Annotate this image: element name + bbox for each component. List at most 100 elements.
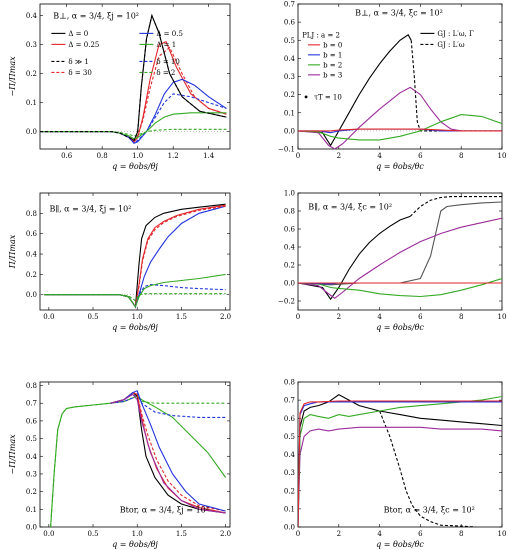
series-line [409, 196, 502, 217]
panel-annotation: B⊥, α = 3/4, ξj = 10² [53, 12, 139, 21]
series-line [44, 203, 226, 309]
series-line [110, 390, 226, 512]
panel-p2: 0 2 4 6 8 10 −0.1 0.0 0.1 0.2 0.3 0.4 0.5 0.6 0.7 q = θ… [278, 1, 506, 172]
x-tick-label: 10 [498, 152, 507, 160]
series-group [298, 394, 502, 527]
panel-annotation: B∥, α = 3/4, ξj = 10² [50, 205, 132, 214]
legend-entry: Δ = 0 [68, 30, 88, 38]
x-axis-label: q = θobs/θj [112, 162, 158, 171]
y-tick-label: 0.6 [26, 417, 38, 425]
y-tick-label: 0.3 [26, 41, 37, 49]
x-tick-label: 8 [459, 530, 463, 538]
y-tick-label: −0.1 [278, 146, 295, 154]
x-tick-label: 2 [337, 313, 341, 321]
series-group [44, 203, 226, 309]
y-tick-label: 0.3 [284, 73, 295, 81]
x-tick-label: 1.0 [132, 152, 143, 160]
panel-p3: 0.0 0.5 1.0 1.5 2.0 0.0 0.2 0.4 0.6 0.8 q = θobs/θ… [8, 192, 231, 332]
series-group [298, 34, 502, 149]
y-tick-label: 0.7 [284, 1, 295, 9]
x-tick-label: 2 [337, 152, 341, 160]
series-line [298, 86, 462, 149]
series-line [44, 273, 226, 309]
plot-frame [297, 192, 503, 311]
y-tick-label: 0.7 [284, 397, 295, 405]
legend-entry: GJ : L′ω [437, 41, 464, 49]
y-tick-label: 0.1 [284, 109, 295, 117]
x-tick-label: 8 [459, 152, 463, 160]
series-line [298, 34, 412, 147]
series-line [40, 13, 227, 142]
series-group [40, 13, 227, 144]
x-tick-label: 10 [498, 530, 507, 538]
x-tick-label: 1.2 [168, 152, 179, 160]
series-line [298, 201, 502, 286]
series-line [379, 410, 476, 527]
y-tick-label: 0.3 [284, 469, 295, 477]
y-tick-label: 0.8 [26, 210, 37, 218]
y-tick-label: −0.2 [278, 298, 295, 306]
y-tick-label: 0.8 [284, 379, 295, 387]
series-line [298, 277, 502, 298]
y-axis-label: Π/Πmax [8, 234, 17, 269]
panel-p5: 0.0 0.5 1.0 1.5 2.0 0.0 0.1 0.2 0.3 0.4 0.5 0.6 0.7 0… [8, 381, 231, 549]
series-line [40, 93, 227, 144]
series-line [298, 395, 502, 527]
y-tick-label: 0.4 [26, 251, 38, 259]
y-tick-label: 0.0 [26, 291, 37, 299]
legend-entry: GJ : L′ω, Γ [437, 30, 474, 38]
legend-entry: δ = 2 [156, 69, 175, 77]
x-tick-label: 4 [377, 152, 382, 160]
x-tick-label: 2 [337, 530, 341, 538]
legend-marker [304, 95, 308, 99]
series-line [40, 128, 227, 137]
x-tick-label: 1.0 [132, 530, 143, 538]
x-tick-label: 6 [418, 313, 423, 321]
y-tick-label: 0.1 [284, 505, 295, 513]
legend-entry: b = 1 [323, 51, 342, 59]
series-line [50, 395, 227, 527]
y-tick-label: 0.5 [26, 435, 37, 443]
plot-frame [39, 192, 231, 311]
x-tick-label: 2.0 [220, 313, 231, 321]
y-tick-label: 0.4 [26, 453, 38, 461]
x-tick-label: 1.0 [132, 313, 143, 321]
series-line [298, 426, 502, 527]
y-tick-label: 0.0 [284, 280, 295, 288]
x-tick-label: 1.5 [176, 313, 187, 321]
series-line [44, 205, 226, 309]
y-tick-label: 0.2 [284, 262, 295, 270]
y-tick-label: 0.6 [284, 415, 296, 423]
panel-annotation: Btor, α = 3/4, ξj = 10² [120, 506, 209, 515]
x-tick-label: 6 [418, 152, 423, 160]
y-tick-label: 0.2 [284, 487, 295, 495]
legend-entry: δ = 10 [156, 58, 179, 66]
y-axis-label: −Π/Πmax [8, 434, 17, 475]
legend-entry: δ = 30 [68, 69, 91, 77]
panel-annotation: Btor, α = 3/4, ξc = 10² [384, 506, 475, 515]
series-line [44, 204, 226, 309]
panel-p6: 0 2 4 6 8 10 0.0 0.1 0.2 0.3 0.4 0.5 0.6 0.7 0.8 q = θo… [284, 379, 507, 550]
x-tick-label: 0.5 [87, 530, 98, 538]
legend-entry: PLJ : a = 2 [302, 31, 340, 39]
legend-entry: τT = 10 [314, 93, 342, 101]
y-tick-label: 0.7 [26, 400, 37, 408]
series-group [298, 196, 502, 301]
y-tick-label: 0.4 [284, 451, 296, 459]
x-tick-label: 0 [296, 313, 300, 321]
series-line [44, 293, 226, 302]
series-line [40, 40, 227, 143]
series-line [110, 391, 226, 512]
legend-entry: δ ≫ 1 [68, 58, 88, 66]
series-line [40, 112, 227, 140]
x-tick-label: 1.4 [203, 152, 215, 160]
x-tick-label: 2.0 [220, 530, 231, 538]
series-group [50, 390, 227, 527]
series-line [298, 400, 502, 527]
y-tick-label: 0.8 [284, 208, 295, 216]
y-tick-label: 0.6 [284, 226, 296, 234]
y-tick-label: 0.3 [26, 470, 37, 478]
legend-entry: b = 2 [323, 61, 342, 69]
y-tick-label: 0.2 [26, 70, 37, 78]
